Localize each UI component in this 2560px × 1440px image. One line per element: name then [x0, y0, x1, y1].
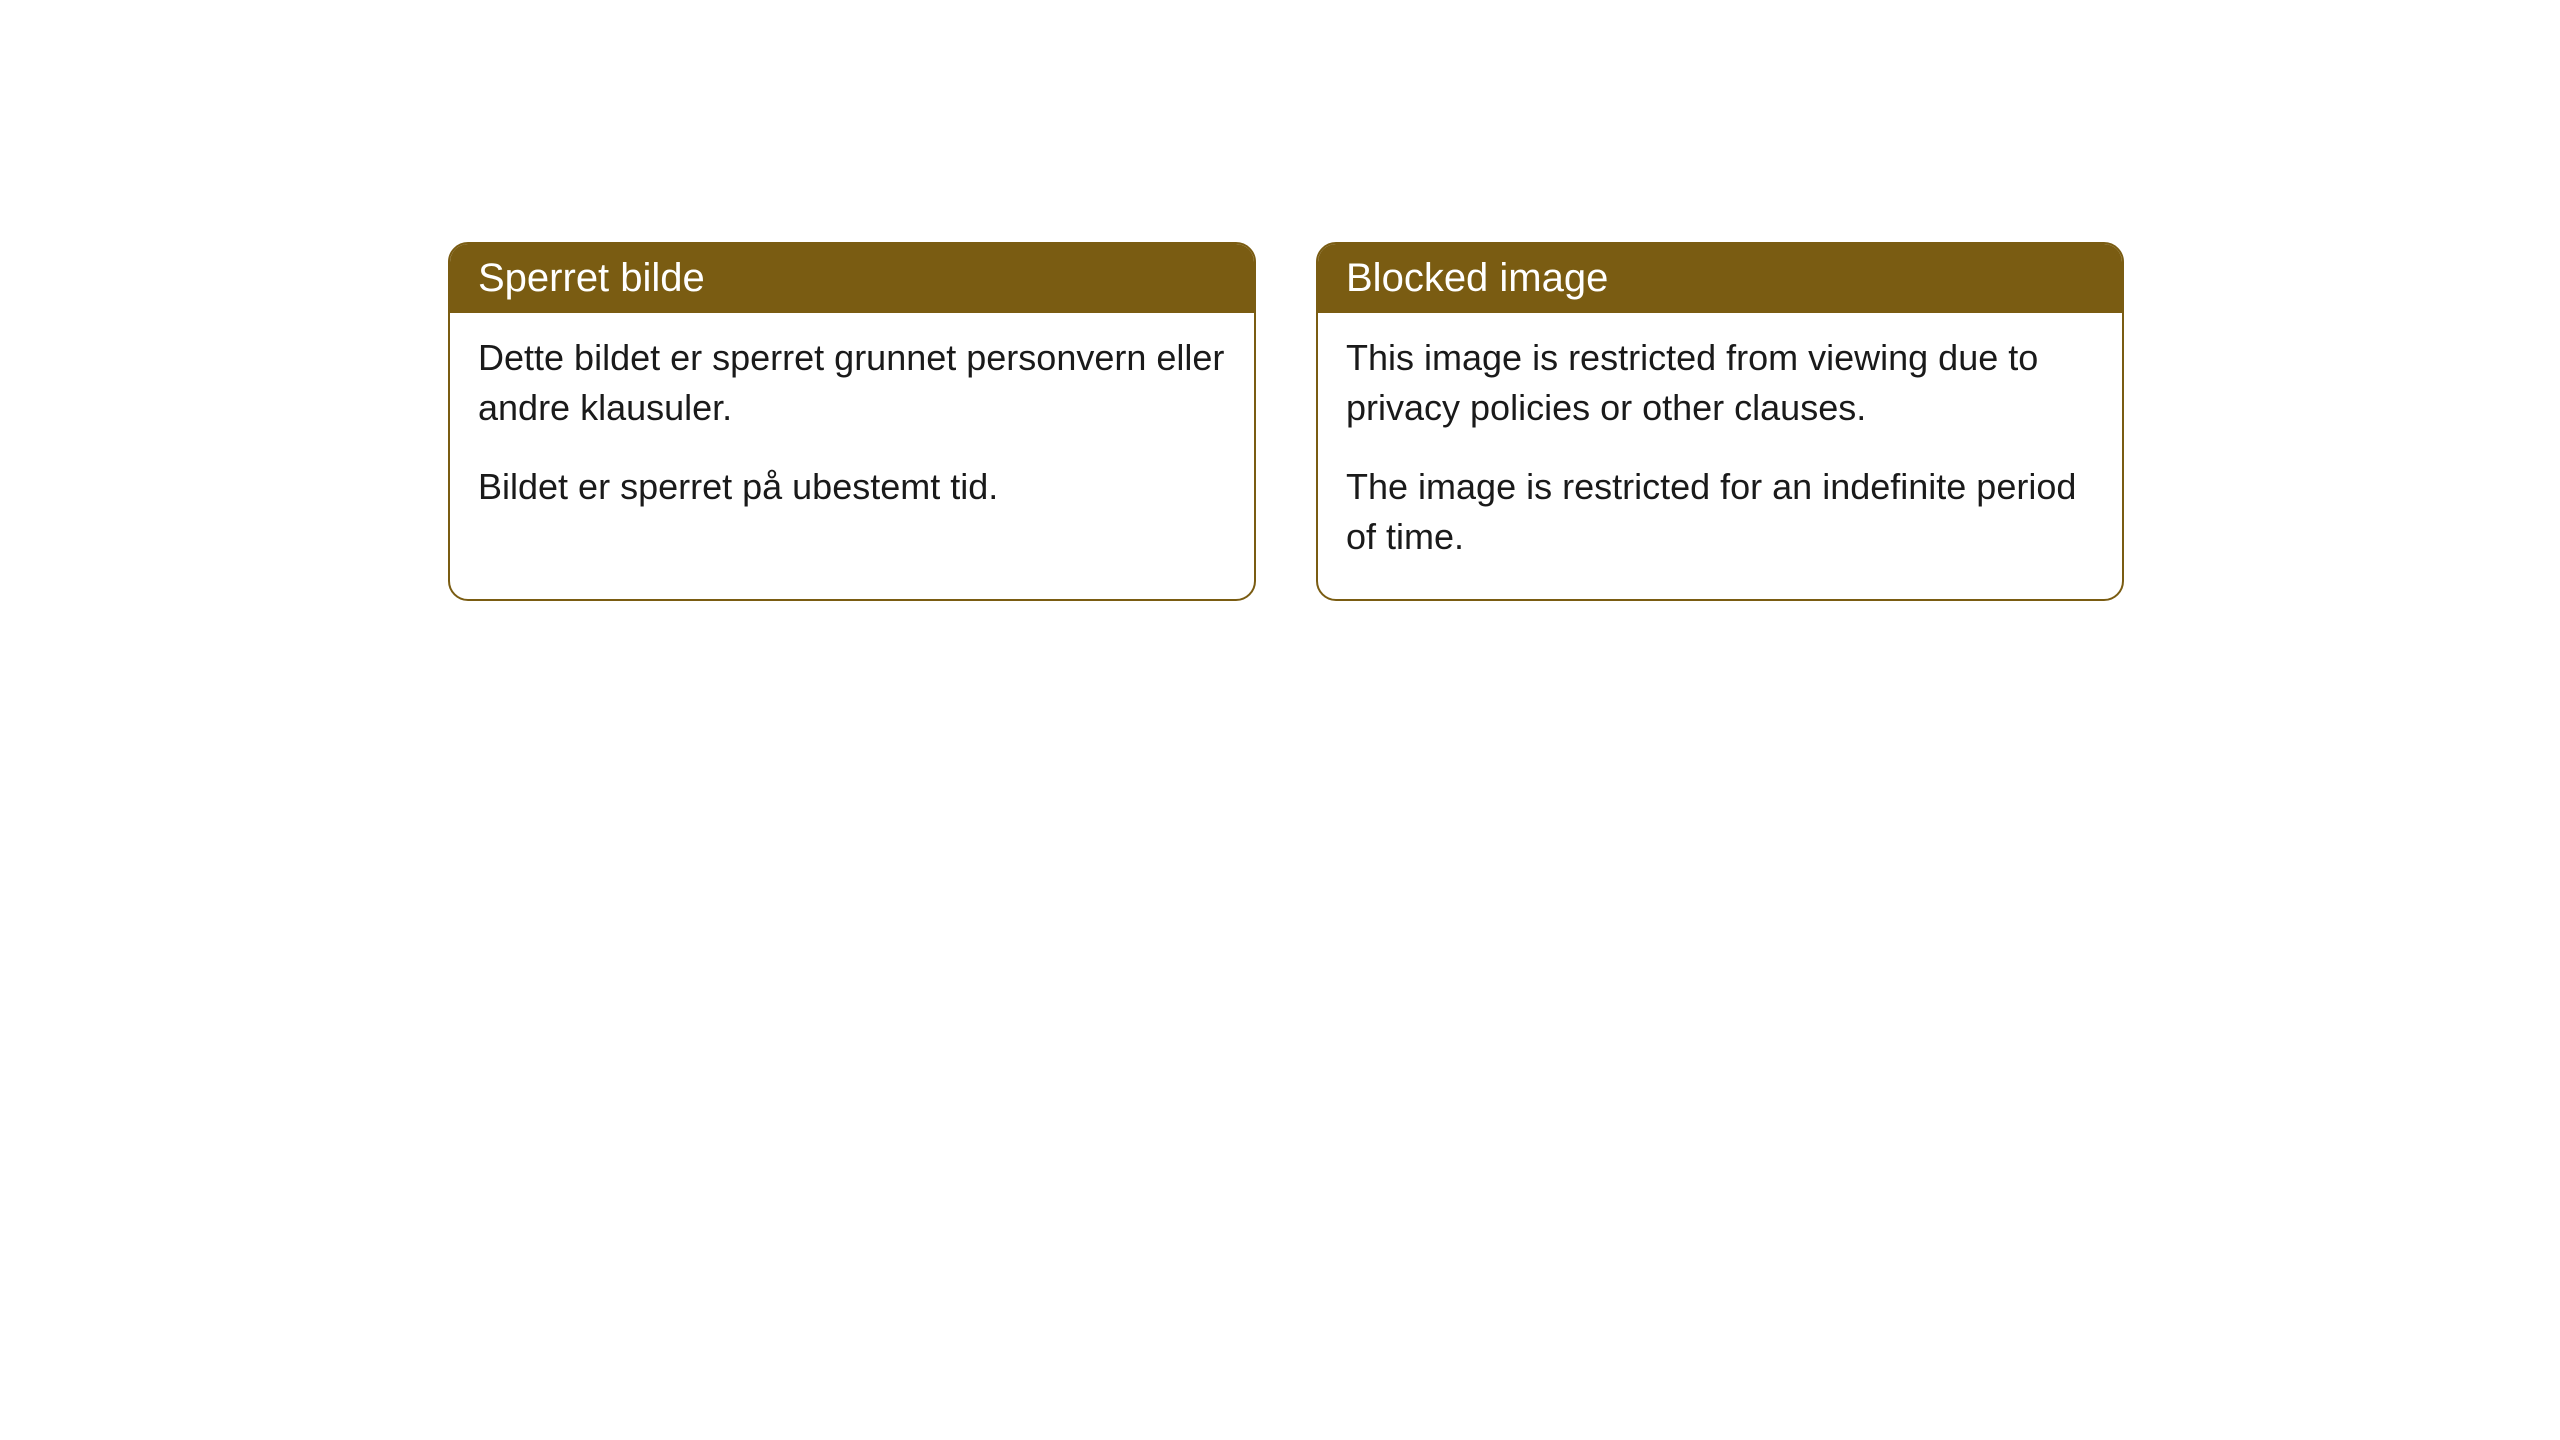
notice-card-norwegian: Sperret bilde Dette bildet er sperret gr…	[448, 242, 1256, 601]
card-paragraph: The image is restricted for an indefinit…	[1346, 462, 2094, 563]
card-title: Sperret bilde	[478, 256, 705, 300]
card-header-norwegian: Sperret bilde	[450, 244, 1254, 313]
notice-card-english: Blocked image This image is restricted f…	[1316, 242, 2124, 601]
card-header-english: Blocked image	[1318, 244, 2122, 313]
notice-cards-container: Sperret bilde Dette bildet er sperret gr…	[448, 242, 2124, 601]
card-paragraph: Bildet er sperret på ubestemt tid.	[478, 462, 1226, 512]
card-paragraph: Dette bildet er sperret grunnet personve…	[478, 333, 1226, 434]
card-body-english: This image is restricted from viewing du…	[1318, 313, 2122, 599]
card-body-norwegian: Dette bildet er sperret grunnet personve…	[450, 313, 1254, 548]
card-paragraph: This image is restricted from viewing du…	[1346, 333, 2094, 434]
card-title: Blocked image	[1346, 256, 1608, 300]
